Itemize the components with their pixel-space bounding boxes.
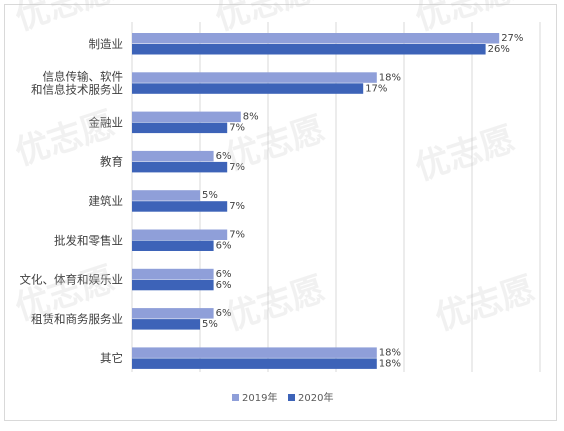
- bar-2019: [132, 229, 228, 240]
- data-label: 5%: [202, 190, 218, 201]
- data-label: 27%: [501, 33, 523, 44]
- bar-2019: [132, 190, 200, 201]
- legend-label-2019: 2019年: [242, 391, 277, 404]
- category-label: 信息传输、软件: [43, 70, 124, 84]
- category-label: 租赁和商务服务业: [31, 312, 123, 326]
- bar-2019: [132, 111, 241, 123]
- bar-2020: [132, 161, 228, 173]
- bar-2020: [132, 44, 486, 55]
- watermark: 优志愿: [430, 269, 539, 339]
- watermark: 优志愿: [10, 0, 119, 39]
- data-label: 26%: [488, 44, 510, 55]
- data-label: 7%: [229, 201, 245, 212]
- category-label: 批发和零售业: [54, 233, 123, 247]
- bar-2019: [132, 268, 214, 280]
- legend-swatch-2019: [232, 394, 239, 401]
- bar-2020: [132, 201, 228, 212]
- data-label: 6%: [216, 151, 232, 162]
- data-label: 18%: [379, 347, 401, 358]
- watermark: 优志愿: [410, 119, 519, 189]
- bar-2019: [132, 72, 377, 83]
- data-label: 17%: [365, 83, 387, 94]
- category-label: 金融业: [89, 115, 124, 129]
- bar-2020: [132, 319, 200, 330]
- category-label: 文化、体育和娱乐业: [20, 273, 124, 287]
- bar-2019: [132, 33, 500, 44]
- bar-2019: [132, 308, 214, 319]
- bar-2020: [132, 122, 228, 134]
- category-label: 教育: [100, 155, 123, 169]
- bar-2020: [132, 240, 214, 251]
- bar-2020: [132, 83, 364, 94]
- data-label: 8%: [243, 112, 259, 123]
- data-label: 7%: [229, 162, 245, 173]
- data-label: 18%: [379, 358, 401, 369]
- bar-2020: [132, 279, 214, 291]
- bar-2020: [132, 358, 377, 369]
- data-label: 6%: [216, 308, 232, 319]
- legend-label-2020: 2020年: [298, 391, 333, 404]
- watermark: 优志愿: [220, 269, 329, 339]
- data-label: 7%: [229, 123, 245, 134]
- category-label: 和信息技术服务业: [31, 83, 123, 97]
- category-label: 其它: [100, 351, 123, 365]
- bar-2019: [132, 347, 377, 358]
- data-label: 6%: [216, 280, 232, 291]
- watermark: 优志愿: [210, 0, 319, 39]
- data-label: 18%: [379, 72, 401, 83]
- data-label: 6%: [216, 241, 232, 252]
- data-label: 5%: [202, 319, 218, 330]
- category-label: 制造业: [89, 37, 124, 51]
- data-label: 6%: [216, 269, 232, 280]
- data-label: 7%: [229, 230, 245, 241]
- category-label: 建筑业: [89, 194, 124, 208]
- bar-2019: [132, 150, 214, 162]
- legend-swatch-2020: [288, 394, 295, 401]
